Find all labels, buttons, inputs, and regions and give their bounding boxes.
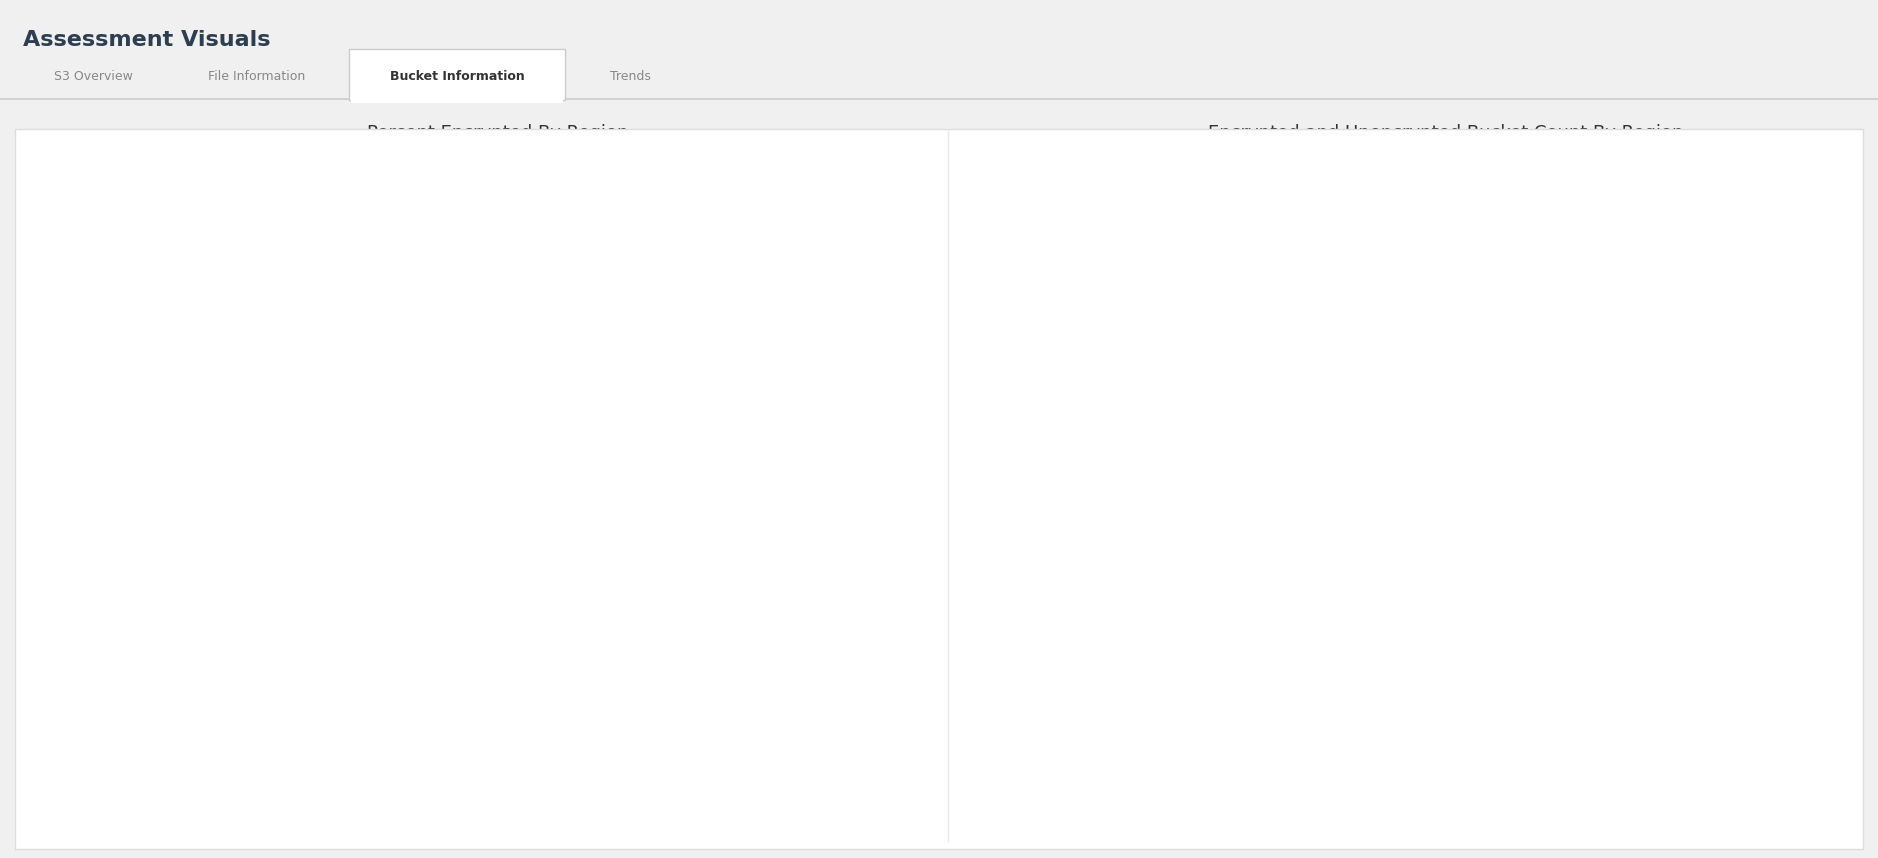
Bar — [1191, 315, 1219, 746]
Bar — [239, 607, 272, 746]
Legend: Public, Private: Public, Private — [1730, 169, 1816, 219]
Bar — [541, 724, 575, 746]
Bar — [1350, 595, 1380, 746]
Bar — [1405, 619, 1435, 746]
Bar — [116, 391, 150, 746]
Bar — [1673, 696, 1701, 746]
Text: 22%: 22% — [310, 673, 321, 698]
Bar — [1136, 290, 1166, 746]
Bar — [1298, 595, 1326, 746]
Bar — [1243, 518, 1273, 746]
Title: Percent Encrypted By Region: Percent Encrypted By Region — [366, 124, 629, 142]
Text: File Information: File Information — [208, 70, 304, 83]
Title: Encrypted and Unencrypted Bucket Count By Region: Encrypted and Unencrypted Bucket Count B… — [1208, 124, 1685, 142]
Bar — [421, 674, 454, 746]
Text: Bucket Information: Bucket Information — [391, 70, 524, 83]
Bar — [1780, 696, 1810, 746]
Bar — [1082, 214, 1112, 746]
Text: 13%: 13% — [432, 698, 441, 722]
Text: 3%: 3% — [612, 716, 627, 725]
Text: 4%: 4% — [492, 727, 503, 744]
Text: Trends: Trends — [610, 70, 650, 83]
Bar — [361, 641, 393, 746]
Y-axis label: Percent Encrypted: Percent Encrypted — [53, 397, 66, 512]
Bar — [178, 524, 210, 746]
Bar — [1619, 696, 1649, 746]
Bar — [1566, 645, 1594, 746]
Text: S3 Overview: S3 Overview — [54, 70, 131, 83]
Bar — [1512, 645, 1542, 746]
Text: 4%: 4% — [554, 727, 563, 744]
Bar — [1457, 619, 1487, 746]
Text: 25%: 25% — [250, 664, 259, 690]
Bar — [481, 724, 515, 746]
Bar — [603, 730, 637, 746]
Text: 19%: 19% — [372, 681, 381, 706]
Text: 64%: 64% — [128, 556, 139, 581]
Text: Assessment Visuals: Assessment Visuals — [23, 30, 270, 50]
Bar — [1726, 696, 1756, 746]
Bar — [299, 625, 332, 746]
Text: 40%: 40% — [190, 623, 199, 648]
